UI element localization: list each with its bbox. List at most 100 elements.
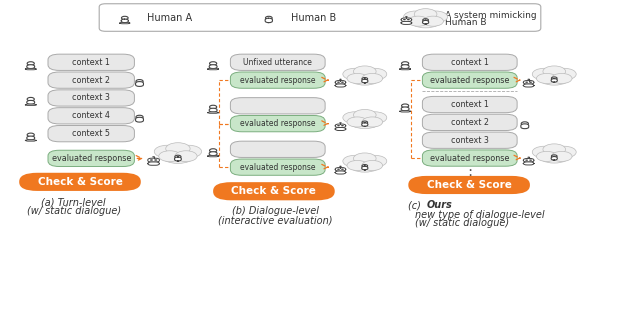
- FancyBboxPatch shape: [524, 158, 534, 162]
- Circle shape: [538, 69, 571, 85]
- FancyBboxPatch shape: [335, 84, 346, 87]
- Text: context 1: context 1: [72, 58, 110, 67]
- Circle shape: [175, 155, 181, 158]
- Text: context 2: context 2: [451, 118, 489, 127]
- Circle shape: [552, 146, 576, 158]
- Circle shape: [175, 151, 197, 162]
- Text: (interactive evaluation): (interactive evaluation): [218, 216, 332, 226]
- FancyBboxPatch shape: [401, 65, 409, 69]
- Circle shape: [408, 16, 428, 26]
- FancyBboxPatch shape: [400, 111, 410, 112]
- FancyBboxPatch shape: [26, 140, 36, 141]
- FancyBboxPatch shape: [265, 18, 273, 23]
- FancyBboxPatch shape: [401, 18, 412, 22]
- FancyBboxPatch shape: [27, 65, 35, 69]
- Circle shape: [414, 9, 437, 20]
- FancyBboxPatch shape: [99, 4, 541, 31]
- Circle shape: [552, 155, 557, 158]
- FancyBboxPatch shape: [524, 84, 534, 87]
- FancyBboxPatch shape: [48, 54, 134, 70]
- Circle shape: [347, 161, 367, 171]
- Circle shape: [521, 122, 529, 125]
- FancyBboxPatch shape: [209, 152, 217, 156]
- Circle shape: [166, 143, 190, 155]
- Circle shape: [424, 11, 447, 23]
- FancyBboxPatch shape: [524, 80, 534, 84]
- FancyBboxPatch shape: [422, 72, 517, 88]
- FancyBboxPatch shape: [136, 117, 143, 122]
- Circle shape: [154, 159, 157, 161]
- Circle shape: [363, 155, 387, 167]
- Circle shape: [347, 117, 367, 127]
- FancyBboxPatch shape: [27, 136, 35, 140]
- Circle shape: [362, 121, 367, 124]
- FancyBboxPatch shape: [422, 20, 429, 24]
- FancyBboxPatch shape: [27, 100, 35, 104]
- Circle shape: [337, 168, 340, 170]
- FancyBboxPatch shape: [401, 107, 409, 111]
- FancyBboxPatch shape: [230, 72, 325, 88]
- FancyBboxPatch shape: [400, 69, 410, 70]
- Circle shape: [403, 19, 406, 20]
- Circle shape: [423, 16, 444, 26]
- Circle shape: [348, 156, 381, 172]
- FancyBboxPatch shape: [209, 108, 217, 112]
- Circle shape: [552, 68, 576, 80]
- Text: context 1: context 1: [451, 100, 489, 109]
- Circle shape: [209, 149, 217, 152]
- FancyBboxPatch shape: [335, 127, 346, 131]
- Circle shape: [337, 125, 340, 126]
- FancyBboxPatch shape: [230, 54, 325, 70]
- Text: evaluated response: evaluated response: [240, 119, 316, 128]
- Circle shape: [209, 62, 217, 65]
- Circle shape: [362, 165, 367, 167]
- Circle shape: [525, 81, 528, 83]
- Circle shape: [423, 19, 428, 22]
- FancyBboxPatch shape: [335, 171, 346, 174]
- FancyBboxPatch shape: [524, 162, 534, 165]
- Circle shape: [27, 62, 35, 65]
- Circle shape: [527, 156, 530, 158]
- Circle shape: [362, 78, 367, 80]
- Text: new type of dialogue-level: new type of dialogue-level: [415, 209, 545, 219]
- Text: (w/ static dialogue): (w/ static dialogue): [415, 218, 509, 228]
- Text: (c): (c): [408, 200, 424, 210]
- FancyBboxPatch shape: [335, 167, 346, 171]
- FancyBboxPatch shape: [230, 141, 325, 157]
- FancyBboxPatch shape: [213, 182, 335, 200]
- Text: Check & Score: Check & Score: [38, 177, 122, 187]
- FancyBboxPatch shape: [121, 19, 129, 23]
- Text: Human B: Human B: [291, 13, 337, 23]
- Circle shape: [536, 74, 557, 84]
- FancyBboxPatch shape: [408, 176, 530, 194]
- Text: A system mimicking: A system mimicking: [445, 11, 536, 19]
- Circle shape: [341, 81, 344, 83]
- Circle shape: [543, 66, 566, 77]
- FancyBboxPatch shape: [175, 157, 181, 161]
- Circle shape: [348, 112, 381, 129]
- Text: evaluated response: evaluated response: [430, 154, 509, 162]
- Circle shape: [343, 155, 367, 167]
- Text: context 3: context 3: [451, 136, 489, 145]
- Circle shape: [405, 16, 408, 17]
- Circle shape: [363, 68, 387, 80]
- FancyBboxPatch shape: [19, 173, 141, 191]
- Circle shape: [343, 112, 367, 124]
- Circle shape: [339, 79, 342, 80]
- Text: evaluated response: evaluated response: [51, 154, 131, 163]
- FancyBboxPatch shape: [148, 158, 159, 162]
- FancyBboxPatch shape: [208, 69, 218, 70]
- Circle shape: [529, 159, 532, 161]
- FancyBboxPatch shape: [48, 72, 134, 88]
- Text: context 1: context 1: [451, 58, 489, 67]
- Circle shape: [343, 68, 367, 80]
- FancyBboxPatch shape: [48, 108, 134, 124]
- Circle shape: [401, 104, 409, 107]
- FancyBboxPatch shape: [335, 124, 346, 128]
- Circle shape: [536, 151, 557, 162]
- Circle shape: [362, 161, 383, 171]
- Circle shape: [266, 16, 272, 19]
- Circle shape: [353, 110, 376, 121]
- Circle shape: [341, 168, 344, 170]
- Circle shape: [532, 146, 556, 158]
